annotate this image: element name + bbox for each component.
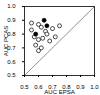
svg-text:0.8: 0.8 <box>62 83 71 90</box>
svg-text:0.6: 0.6 <box>7 59 16 65</box>
svg-text:AUC PCAS: AUC PCAS <box>3 26 9 57</box>
svg-text:0.9: 0.9 <box>76 84 85 90</box>
svg-text:AUC EPSA: AUC EPSA <box>44 89 74 95</box>
svg-text:0.7: 0.7 <box>7 44 16 51</box>
svg-text:1.0: 1.0 <box>90 84 99 90</box>
svg-text:0.5: 0.5 <box>7 72 16 78</box>
svg-text:0.7: 0.7 <box>48 83 57 90</box>
svg-text:0.6: 0.6 <box>34 84 43 90</box>
svg-text:0.9: 0.9 <box>7 17 16 23</box>
svg-text:1.0: 1.0 <box>7 3 16 9</box>
svg-text:0.5: 0.5 <box>20 84 29 90</box>
svg-text:0.8: 0.8 <box>7 31 16 37</box>
